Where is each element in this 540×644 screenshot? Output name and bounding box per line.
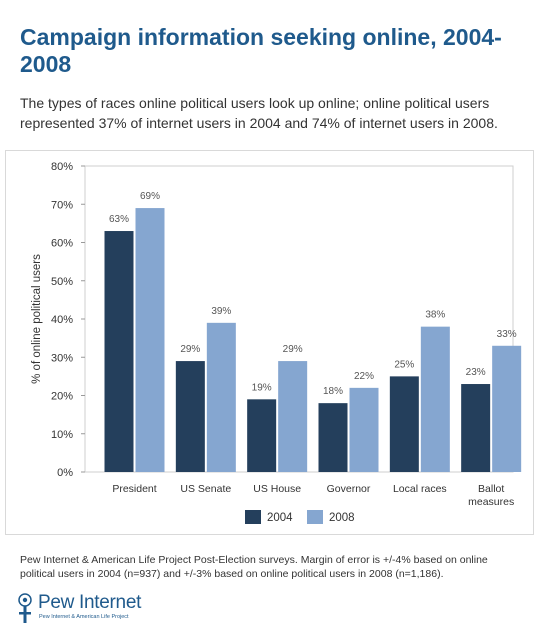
y-tick-label: 70% xyxy=(51,199,73,211)
bar-2008 xyxy=(135,208,165,472)
data-label: 33% xyxy=(497,329,517,340)
y-tick-label: 0% xyxy=(57,467,73,479)
legend-label-2004: 2004 xyxy=(267,512,293,524)
x-tick-label: Ballot xyxy=(478,483,504,495)
legend-label-2008: 2008 xyxy=(329,512,355,524)
y-tick-label: 10% xyxy=(51,429,73,441)
bar-2004 xyxy=(461,384,491,472)
data-label: 19% xyxy=(252,382,272,393)
logo-tagline: Pew Internet & American Life Project xyxy=(39,614,129,620)
footnote: Pew Internet & American Life Project Pos… xyxy=(20,554,488,580)
x-tick-label: President xyxy=(112,483,156,495)
data-label: 29% xyxy=(180,344,200,355)
data-label: 63% xyxy=(109,214,129,225)
data-label: 18% xyxy=(323,386,343,397)
y-tick-label: 80% xyxy=(51,161,73,173)
data-label: 23% xyxy=(466,367,486,378)
x-tick-label: Local races xyxy=(393,483,447,495)
data-label: 69% xyxy=(140,191,160,202)
data-label: 25% xyxy=(394,359,414,370)
legend-swatch-2004 xyxy=(245,510,261,524)
data-label: 22% xyxy=(354,371,374,382)
y-tick-label: 40% xyxy=(51,314,73,326)
y-tick-label: 60% xyxy=(51,238,73,250)
bar-2004 xyxy=(175,361,205,472)
bar-2004 xyxy=(104,231,134,472)
pew-internet-logo: Pew Internet Pew Internet & American Lif… xyxy=(16,591,216,627)
bar-2008 xyxy=(278,361,308,472)
bar-2008 xyxy=(349,387,379,472)
x-tick-label: US Senate xyxy=(180,483,231,495)
pew-logo-icon xyxy=(18,593,32,623)
logo-name: Pew Internet xyxy=(38,592,142,613)
y-tick-label: 30% xyxy=(51,352,73,364)
bar-2008 xyxy=(206,322,236,472)
bar-2008 xyxy=(420,326,450,472)
bar-2004 xyxy=(389,376,419,472)
chart-title: Campaign information seeking online, 200… xyxy=(20,24,502,77)
x-tick-label: measures xyxy=(468,496,514,508)
data-label: 29% xyxy=(283,344,303,355)
bar-2008 xyxy=(492,345,522,472)
x-tick-label: US House xyxy=(253,483,301,495)
data-label: 39% xyxy=(211,306,231,317)
y-axis-label: % of online political users xyxy=(31,254,43,384)
y-tick-label: 20% xyxy=(51,391,73,403)
legend-swatch-2008 xyxy=(307,510,323,524)
data-label: 38% xyxy=(425,310,445,321)
y-tick-label: 50% xyxy=(51,276,73,288)
bar-chart: 0% 10% 20% 30% 40% 50% 60% 70% 80% % of online po… xyxy=(5,150,534,535)
bar-2004 xyxy=(247,399,277,472)
chart-subtitle: The types of races online political user… xyxy=(20,95,498,131)
x-tick-label: Governor xyxy=(327,483,371,495)
bar-2004 xyxy=(318,403,348,472)
